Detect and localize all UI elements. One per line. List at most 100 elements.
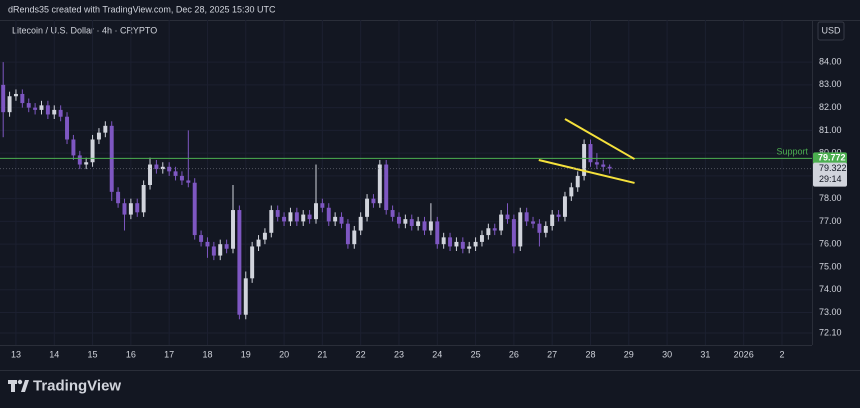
grid	[0, 20, 812, 345]
candle-body	[231, 210, 235, 249]
candle-body	[607, 166, 612, 169]
candle-body	[601, 164, 606, 167]
candle-body	[71, 139, 76, 156]
y-tick-label: 78.00	[819, 193, 842, 203]
candle-body	[556, 214, 561, 217]
x-tick-label: 25	[471, 349, 481, 359]
candle-body	[294, 212, 299, 222]
currency-box	[817, 21, 845, 41]
candle-body	[543, 225, 548, 233]
candle-body	[511, 219, 516, 247]
y-tick-label: 76.00	[819, 239, 842, 249]
candle-body	[435, 221, 440, 245]
candle-body	[390, 210, 395, 217]
candle-body	[377, 164, 382, 204]
x-tick-label: 29	[624, 349, 634, 359]
candle-body	[314, 203, 318, 220]
trendline	[564, 118, 636, 160]
candle-body	[96, 132, 101, 140]
candle-body	[396, 216, 401, 224]
y-tick-label: 82.00	[819, 102, 842, 112]
y-tick-label: 73.00	[819, 307, 842, 317]
candle-body	[416, 221, 421, 226]
candle-body	[537, 223, 542, 233]
candle-body	[20, 93, 25, 104]
candle-body	[243, 278, 248, 315]
candle-body	[550, 214, 555, 226]
candle-body	[448, 237, 453, 247]
x-tick-label: 22	[356, 349, 366, 359]
candle-body	[575, 175, 580, 188]
candle-body	[365, 198, 370, 217]
candle-body	[339, 216, 344, 224]
candle-body	[326, 207, 331, 222]
candle-body	[307, 214, 312, 220]
candle-body	[499, 214, 504, 231]
candle-body	[358, 216, 363, 231]
candle-body	[288, 212, 293, 222]
candle-body	[135, 203, 140, 213]
candle-body	[237, 210, 242, 315]
logo-mark	[17, 379, 23, 385]
chart-title: Litecoin / U.S. Dollar · 4h · CRYPTO	[12, 25, 157, 35]
candle-body	[428, 221, 433, 231]
x-tick-label: 24	[432, 349, 442, 359]
candle-body	[479, 235, 484, 242]
candle-body	[186, 180, 191, 183]
candle-body	[345, 223, 350, 245]
y-tick-label: 72.10	[819, 327, 842, 337]
candle-body	[282, 216, 287, 222]
header-text: dRends35 created with TradingView.com, D…	[8, 4, 276, 14]
x-tick-label: 18	[202, 349, 212, 359]
candle-body	[505, 214, 510, 220]
x-tick-label: 2026	[734, 349, 754, 359]
x-tick-label: 23	[394, 349, 404, 359]
candles	[1, 62, 612, 320]
candle-body	[84, 162, 89, 165]
candle-body	[441, 237, 446, 245]
candle-body	[320, 203, 325, 208]
candle-body	[128, 203, 133, 215]
x-tick-label: 20	[279, 349, 289, 359]
x-tick-label: 16	[126, 349, 136, 359]
support-price-tag	[813, 152, 847, 165]
candle-body	[7, 96, 12, 113]
y-tick-label: 83.00	[819, 79, 842, 89]
x-tick-label: 30	[662, 349, 672, 359]
last-price-label: 79.322	[819, 163, 847, 173]
candle-body	[154, 164, 159, 170]
candle-body	[211, 246, 216, 256]
candle-body	[199, 235, 204, 242]
currency-label: USD	[821, 25, 841, 35]
candle-body	[524, 212, 529, 222]
candle-body	[403, 219, 408, 224]
candle-body	[454, 241, 459, 247]
candle-body	[179, 175, 184, 181]
candle-body	[33, 107, 38, 110]
candle-body	[473, 241, 478, 247]
candle-body	[460, 241, 465, 249]
candle-body	[109, 125, 114, 192]
candle-body	[13, 93, 18, 97]
y-tick-label: 74.00	[819, 284, 842, 294]
countdown-label: 29:14	[819, 174, 842, 184]
candle-body	[224, 244, 229, 249]
plot-area	[0, 20, 812, 345]
candle-body	[90, 139, 95, 163]
candle-body	[39, 105, 44, 110]
candle-body	[218, 244, 223, 256]
candle-body	[160, 166, 165, 170]
last-price-tag	[813, 162, 847, 187]
candle-body	[518, 212, 523, 247]
logo-mark	[21, 380, 29, 392]
y-tick-label: 75.00	[819, 261, 842, 271]
candle-body	[262, 232, 267, 240]
candle-body	[167, 166, 172, 172]
support-price-label: 79.772	[818, 153, 846, 163]
trendline	[538, 158, 635, 184]
candle-body	[562, 196, 567, 217]
y-tick-label: 77.00	[819, 216, 842, 226]
x-tick-label: 19	[241, 349, 251, 359]
footer-logo: TradingView	[8, 377, 121, 394]
